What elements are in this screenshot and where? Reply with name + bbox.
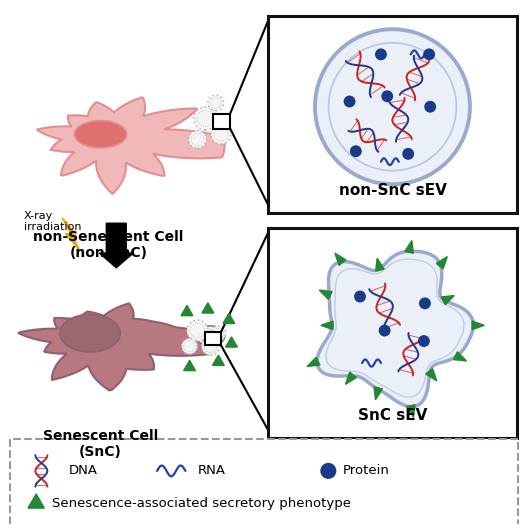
- Polygon shape: [212, 355, 224, 365]
- Polygon shape: [374, 387, 382, 400]
- Circle shape: [208, 95, 224, 111]
- Text: DNA: DNA: [69, 465, 98, 477]
- Circle shape: [194, 107, 217, 130]
- Circle shape: [424, 49, 434, 60]
- Circle shape: [211, 326, 226, 341]
- Circle shape: [350, 146, 361, 156]
- Ellipse shape: [60, 314, 120, 352]
- Polygon shape: [335, 253, 346, 265]
- Text: non-Senescent Cell
(non-SnC): non-Senescent Cell (non-SnC): [33, 230, 184, 260]
- Circle shape: [202, 338, 219, 355]
- Polygon shape: [28, 494, 44, 508]
- Polygon shape: [18, 303, 221, 390]
- Circle shape: [315, 29, 470, 184]
- FancyBboxPatch shape: [10, 439, 518, 525]
- Polygon shape: [181, 306, 193, 316]
- Polygon shape: [405, 240, 413, 254]
- FancyBboxPatch shape: [213, 114, 230, 129]
- Polygon shape: [472, 321, 484, 330]
- Polygon shape: [453, 352, 467, 361]
- Polygon shape: [223, 313, 235, 323]
- Polygon shape: [307, 358, 320, 366]
- Text: non-SnC sEV: non-SnC sEV: [339, 183, 447, 198]
- Polygon shape: [345, 372, 356, 384]
- Polygon shape: [407, 405, 415, 417]
- Circle shape: [403, 149, 414, 159]
- Polygon shape: [441, 296, 455, 304]
- Text: Senescent Cell
(SnC): Senescent Cell (SnC): [43, 429, 158, 459]
- Circle shape: [187, 320, 208, 341]
- Text: X-ray
irradiation: X-ray irradiation: [23, 211, 81, 233]
- Circle shape: [376, 49, 386, 60]
- FancyBboxPatch shape: [268, 16, 517, 213]
- FancyArrow shape: [99, 223, 133, 268]
- Circle shape: [182, 339, 198, 354]
- FancyBboxPatch shape: [268, 228, 517, 438]
- Circle shape: [211, 124, 231, 144]
- Polygon shape: [436, 257, 447, 269]
- Polygon shape: [321, 321, 333, 330]
- Polygon shape: [62, 218, 80, 251]
- Circle shape: [321, 464, 336, 478]
- Polygon shape: [426, 369, 436, 381]
- Circle shape: [379, 326, 390, 336]
- Ellipse shape: [196, 326, 225, 346]
- Circle shape: [189, 131, 207, 149]
- Circle shape: [344, 96, 355, 107]
- Circle shape: [418, 336, 429, 346]
- Circle shape: [425, 101, 435, 112]
- Ellipse shape: [74, 121, 127, 148]
- Text: Senescence-associated secretory phenotype: Senescence-associated secretory phenotyp…: [52, 497, 351, 510]
- Text: RNA: RNA: [198, 465, 226, 477]
- Polygon shape: [202, 303, 214, 313]
- Text: Protein: Protein: [343, 465, 390, 477]
- Polygon shape: [37, 97, 225, 194]
- Circle shape: [382, 91, 392, 101]
- Polygon shape: [317, 251, 473, 407]
- Polygon shape: [226, 337, 237, 347]
- FancyBboxPatch shape: [205, 332, 221, 345]
- Text: SnC sEV: SnC sEV: [358, 408, 427, 423]
- Polygon shape: [184, 361, 195, 371]
- Circle shape: [419, 298, 430, 309]
- Polygon shape: [375, 258, 384, 271]
- Circle shape: [355, 291, 365, 302]
- Polygon shape: [319, 290, 332, 299]
